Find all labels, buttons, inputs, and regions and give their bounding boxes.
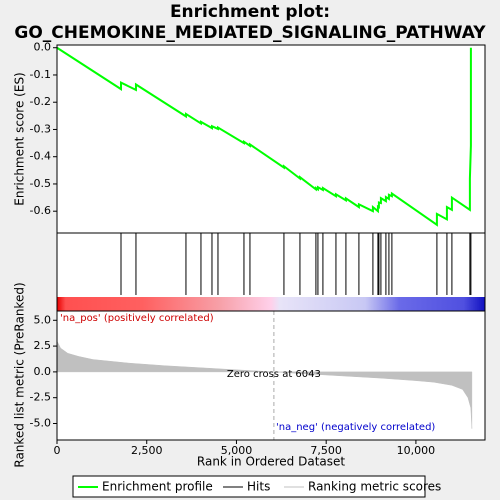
legend-label: Ranking metric scores <box>308 480 441 494</box>
legend <box>72 475 426 498</box>
chart-title: Enrichment plot: <box>170 2 330 22</box>
legend-label: Enrichment profile <box>102 480 213 494</box>
y-tick-label: -0.1 <box>30 68 51 81</box>
x-tick-label: 0 <box>54 444 61 457</box>
y-tick-label: -5.0 <box>30 416 51 429</box>
x-axis-label: Rank in Ordered Dataset <box>197 455 345 469</box>
y-tick-label: -0.3 <box>30 122 51 135</box>
metric-panel-frame <box>56 310 486 441</box>
rank-color-bar <box>57 297 485 311</box>
enrichment-line <box>56 46 472 227</box>
chart-subtitle: GO_CHEMOKINE_MEDIATED_SIGNALING_PATHWAY <box>14 23 486 43</box>
x-tick-label: 10,000 <box>397 444 436 457</box>
y-tick-label: -0.2 <box>30 95 51 108</box>
y-tick-label: -0.4 <box>30 150 51 163</box>
x-tick-label: 5,000 <box>221 444 253 457</box>
legend-label: Hits <box>247 480 270 494</box>
y-tick-label: 0.0 <box>34 41 52 54</box>
x-tick-label: 7,500 <box>310 444 342 457</box>
y-tick-label: -0.6 <box>30 204 51 217</box>
x-tick-label: 2,500 <box>131 444 163 457</box>
y-tick-label: -0.5 <box>30 177 51 190</box>
y-tick-label: 2.5 <box>34 339 52 352</box>
y-tick-label: 0.0 <box>34 365 52 378</box>
annotation: Zero cross at 6043 <box>227 369 321 380</box>
y-tick-label: -2.5 <box>30 391 51 404</box>
annotation: 'na_neg' (negatively correlated) <box>276 422 435 433</box>
metric-area <box>56 340 473 429</box>
annotation: 'na_pos' (positively correlated) <box>60 313 214 324</box>
y-tick-label: 5.0 <box>34 313 52 326</box>
y-axis-label: Enrichment score (ES) <box>13 72 27 205</box>
y-axis-label: Ranked list metric (PreRanked) <box>13 282 27 467</box>
